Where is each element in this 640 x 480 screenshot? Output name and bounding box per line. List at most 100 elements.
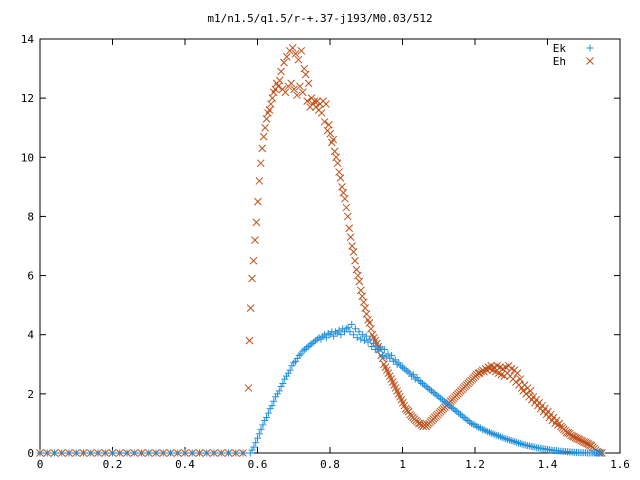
data-point-ek (344, 323, 352, 331)
data-point-ek (389, 357, 397, 365)
data-point-eh (244, 384, 253, 392)
data-point-ek (417, 378, 425, 386)
data-point-ek (360, 337, 368, 345)
data-point-ek (196, 449, 203, 457)
data-point-eh (346, 233, 355, 241)
data-point-eh (288, 44, 297, 52)
data-point-ek (464, 416, 472, 424)
data-point-ek (377, 344, 385, 352)
data-point-eh (335, 168, 343, 176)
data-point-ek (288, 362, 296, 370)
data-point-ek (471, 421, 479, 429)
data-point-ek (404, 368, 412, 376)
data-point-eh (361, 304, 370, 312)
data-point-eh (367, 324, 375, 333)
data-point-ek (487, 429, 495, 437)
x-tick-label: 0.2 (103, 458, 123, 471)
data-point-ek (65, 449, 73, 457)
data-point-ek (359, 331, 367, 339)
data-point-ek (502, 435, 510, 443)
data-point-ek (239, 449, 247, 457)
data-point-eh (268, 94, 277, 102)
data-point-ek (217, 449, 225, 457)
data-point-eh (343, 212, 352, 221)
data-point-eh (325, 120, 333, 129)
data-point-eh (516, 375, 525, 383)
data-point-ek (373, 343, 381, 351)
data-point-eh (275, 76, 284, 85)
data-point-ek (322, 334, 330, 342)
data-point-ek (263, 414, 271, 422)
data-point-ek (364, 338, 372, 346)
data-point-ek (444, 400, 452, 408)
data-point-ek (437, 394, 445, 402)
data-point-eh (349, 248, 358, 256)
data-point-ek (482, 427, 490, 435)
data-point-ek (299, 347, 307, 355)
data-point-eh (359, 298, 368, 307)
data-point-eh (320, 117, 329, 126)
data-point-ek (333, 329, 341, 337)
data-point-ek (393, 360, 401, 368)
data-point-ek (391, 356, 399, 364)
data-point-ek (384, 350, 392, 358)
data-point-ek (346, 328, 354, 336)
data-point-ek (509, 437, 517, 445)
data-point-eh (303, 97, 312, 105)
data-point-eh (290, 85, 298, 94)
data-point-ek (386, 354, 394, 362)
data-point-eh (277, 67, 285, 76)
data-point-ek (181, 449, 189, 457)
data-point-ek (268, 402, 276, 410)
data-point-ek (513, 438, 521, 446)
data-point-ek (355, 328, 363, 336)
data-point-ek (342, 325, 350, 333)
legend-label-ek: Ek (553, 42, 567, 55)
data-point-ek (429, 388, 437, 396)
data-point-ek (489, 430, 497, 438)
data-point-ek (500, 434, 508, 442)
data-point-ek (255, 430, 263, 438)
data-point-ek (424, 384, 432, 392)
data-point-eh (287, 79, 296, 88)
data-point-ek (531, 443, 539, 451)
data-point-ek (188, 449, 196, 457)
data-point-eh (258, 144, 267, 153)
data-point-ek (438, 396, 446, 404)
data-point-ek (426, 385, 434, 393)
data-point-ek (375, 347, 383, 355)
data-point-ek (51, 449, 58, 457)
data-point-ek (366, 335, 374, 343)
data-point-ek (304, 343, 312, 351)
data-point-ek (353, 334, 361, 342)
data-point-eh (339, 188, 348, 197)
data-point-ek (203, 449, 211, 457)
data-point-eh (338, 183, 346, 191)
y-tick-label: 6 (27, 270, 34, 283)
series-eh (36, 44, 606, 457)
data-point-ek (130, 449, 138, 457)
data-point-eh (259, 132, 268, 141)
data-point-ek (286, 366, 294, 374)
data-point-eh (356, 286, 365, 295)
data-point-ek (319, 332, 327, 340)
data-point-ek (466, 418, 474, 426)
legend-marker-eh (586, 57, 594, 65)
data-point-eh (345, 224, 354, 233)
data-point-ek (395, 359, 403, 367)
data-point-ek (351, 325, 359, 333)
data-point-ek (248, 446, 256, 454)
data-point-ek (279, 380, 287, 388)
data-point-ek (409, 371, 417, 379)
y-tick-label: 0 (27, 447, 34, 460)
data-point-eh (280, 58, 288, 67)
data-point-ek (453, 408, 461, 416)
data-point-eh (329, 135, 338, 144)
data-point-ek (302, 344, 310, 352)
data-point-eh (296, 82, 304, 91)
data-point-ek (315, 334, 323, 342)
data-point-ek (58, 449, 66, 457)
data-point-ek (225, 449, 232, 457)
data-point-eh (246, 304, 255, 312)
